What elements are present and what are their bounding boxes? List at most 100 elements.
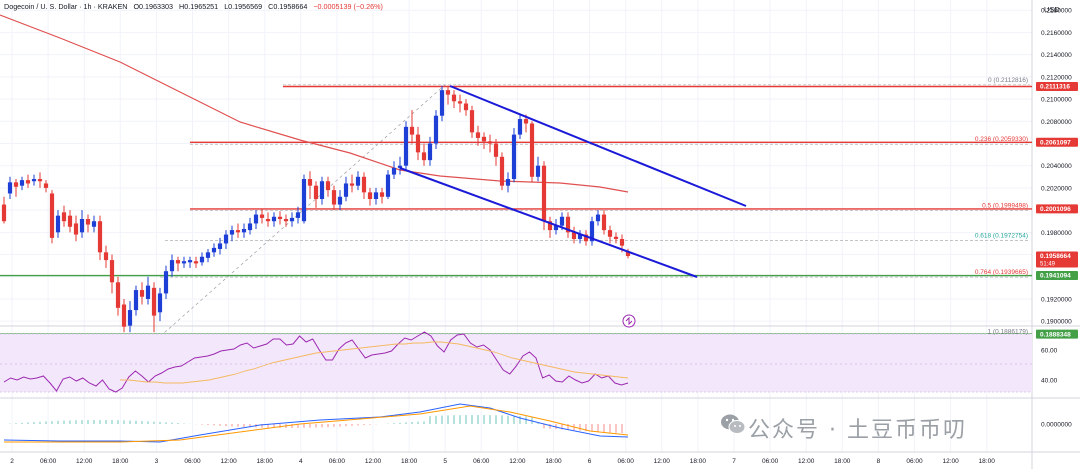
candle <box>595 214 601 222</box>
candle <box>223 234 229 244</box>
symbol-title[interactable]: Dogecoin / U. S. Dollar · 1h · KRAKEN <box>4 2 128 11</box>
time-tick: 18:00 <box>690 458 707 465</box>
fib-label: 0 (0.2112816) <box>988 77 1028 84</box>
price-tick: 0.1900000 <box>1041 319 1072 326</box>
candle <box>253 214 259 224</box>
time-tick: 06:00 <box>40 458 57 465</box>
wechat-icon <box>721 414 746 434</box>
candle <box>85 219 91 225</box>
time-tick: 5 <box>443 458 447 465</box>
time-tick: 18:00 <box>401 458 418 465</box>
time-tick: 12:00 <box>76 458 93 465</box>
candle <box>589 221 595 242</box>
candle <box>433 115 439 144</box>
candle <box>283 219 289 222</box>
candle <box>217 243 223 249</box>
fib-labels: 0 (0.2112816) 0.236 (0.2059330) 0.5 (0.199… <box>975 77 1028 336</box>
candle <box>337 196 343 205</box>
candle <box>427 143 433 161</box>
candle <box>517 119 523 135</box>
candle <box>175 260 181 264</box>
rsi-tick: 40.00 <box>1041 378 1058 385</box>
candle <box>1 204 7 222</box>
candle <box>397 165 403 168</box>
candle <box>319 181 325 200</box>
candle <box>373 192 379 200</box>
candle <box>193 261 199 264</box>
candle <box>73 223 79 235</box>
candle <box>295 212 301 218</box>
time-tick: 6 <box>588 458 592 465</box>
time-axis[interactable]: 2 06:00 12:00 18:00 3 06:00 12:00 18:00 4 06:00 12… <box>10 458 995 465</box>
price-axis[interactable]: 0.2180000 0.2160000 0.2140000 0.2120000 0.21… <box>1036 8 1078 429</box>
time-tick: 06:00 <box>473 458 490 465</box>
candle <box>229 230 235 235</box>
candle <box>469 110 475 133</box>
price-badge <box>1036 82 1078 91</box>
high-value: H0.1965251 <box>179 2 219 11</box>
candle <box>505 179 511 186</box>
alert-icon[interactable] <box>622 314 636 328</box>
candle <box>325 181 331 191</box>
candle <box>133 290 139 311</box>
time-tick: 06:00 <box>329 458 346 465</box>
candle <box>271 216 277 222</box>
channel-upper-line <box>449 85 747 207</box>
candle <box>445 90 451 95</box>
candle <box>529 123 535 177</box>
signal-line <box>4 405 629 443</box>
candle <box>289 217 295 222</box>
candle <box>31 179 37 182</box>
price-badge <box>1036 137 1078 147</box>
candle <box>403 126 409 166</box>
time-tick: 7 <box>732 458 736 465</box>
channel-lower-line <box>399 167 698 278</box>
candle <box>361 176 367 193</box>
candle <box>247 223 253 231</box>
candle <box>391 167 397 175</box>
candle <box>571 232 577 239</box>
time-tick: 18:00 <box>257 458 274 465</box>
candle <box>145 285 151 299</box>
falling-channel[interactable] <box>399 85 747 278</box>
candle <box>205 252 211 258</box>
candle <box>169 260 175 272</box>
candle <box>439 90 445 116</box>
price-tick: 0.1980000 <box>1041 230 1072 237</box>
rsi-ma-line <box>120 341 629 384</box>
price-badge-label: 0.2001096 <box>1040 206 1071 213</box>
candle <box>601 214 607 231</box>
candle <box>619 238 625 246</box>
candle <box>43 183 49 188</box>
price-badge-label: 0.1888348 <box>1040 331 1071 338</box>
fib-label: 0.5 (0.1999498) <box>982 203 1028 210</box>
time-tick: 12:00 <box>654 458 671 465</box>
open-value: O0.1963303 <box>133 2 174 11</box>
moving-average <box>0 14 629 193</box>
time-tick: 06:00 <box>762 458 779 465</box>
price-badge-label: 0.2061097 <box>1040 139 1071 146</box>
price-tick: 0.2180000 <box>1041 8 1072 15</box>
candle <box>187 260 193 263</box>
low-value: L0.1956569 <box>224 2 263 11</box>
price-tick: 0.2020000 <box>1041 185 1072 192</box>
candle <box>151 287 157 316</box>
time-tick: 18:00 <box>979 458 996 465</box>
candle <box>367 192 373 200</box>
candle <box>199 256 205 263</box>
fib-label: 0.236 (0.2059330) <box>975 136 1028 143</box>
candles <box>1 85 631 333</box>
price-badge <box>1036 251 1078 268</box>
price-badge-label: 0.1958664 <box>1040 253 1071 260</box>
time-tick: 12:00 <box>942 458 959 465</box>
countdown-label: 51:49 <box>1040 262 1056 268</box>
watermark: 公众号 · 土豆币币叨 <box>748 418 967 443</box>
candle <box>37 179 43 182</box>
close-value: C0.1958664 <box>268 2 308 11</box>
candle <box>121 304 127 327</box>
candle <box>49 193 55 238</box>
candle <box>19 180 25 186</box>
chart-header: Dogecoin / U. S. Dollar · 1h · KRAKEN O0… <box>4 2 387 11</box>
price-tick: 0.2140000 <box>1041 52 1072 59</box>
